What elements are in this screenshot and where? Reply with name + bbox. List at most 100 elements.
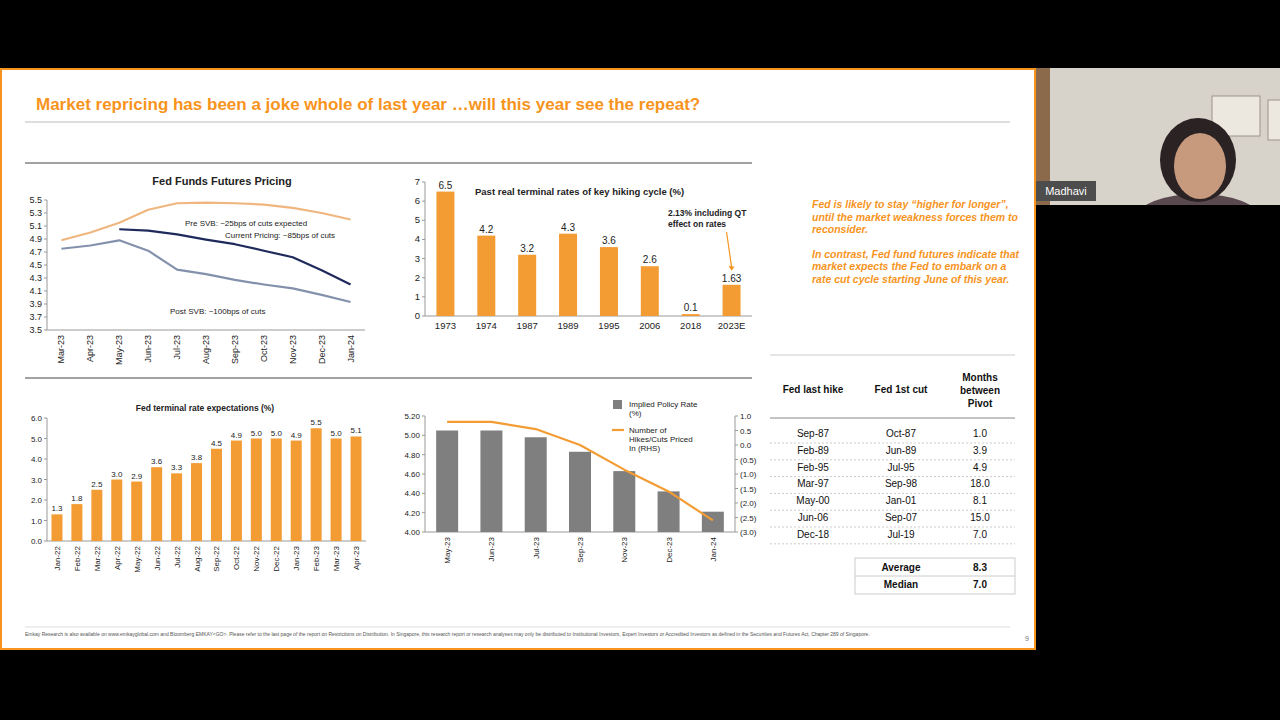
- chart: Fed Funds Futures Pricing3.53.73.94.14.3…: [29, 175, 365, 365]
- y-tick-label: 4.5: [29, 260, 42, 270]
- summary-label: Median: [884, 579, 918, 590]
- table-cell: Jul-95: [887, 462, 915, 473]
- webcam-background: [1036, 68, 1280, 205]
- y-tick: [44, 291, 47, 292]
- y-tick: [422, 220, 425, 221]
- legend-swatch: [612, 429, 624, 431]
- y-tick: [422, 316, 425, 317]
- chart-title: Fed terminal rate expectations (%): [136, 403, 275, 413]
- annotation-arrowhead: [729, 266, 735, 271]
- data-label: 5.0: [251, 429, 263, 438]
- table-cell: 3.9: [973, 445, 987, 456]
- table-cell: Feb-95: [797, 462, 829, 473]
- x-tick-label: Mar-23: [56, 335, 66, 364]
- x-tick-label: Oct-22: [232, 545, 241, 570]
- x-axis: [425, 316, 752, 317]
- x-tick-label: Dec-23: [317, 335, 327, 364]
- text-line: Hikes/Cuts Priced: [629, 435, 693, 444]
- table-cell: Sep-87: [797, 428, 830, 439]
- data-label: 4.2: [479, 224, 493, 235]
- data-label: 2.9: [131, 472, 143, 481]
- y-tick-label: 4.9: [29, 234, 42, 244]
- x-tick-label: Jan-22: [53, 545, 62, 570]
- y-tick: [44, 252, 47, 253]
- x-tick-label: Jan-24: [346, 335, 356, 363]
- x-tick-label: 1995: [598, 320, 619, 331]
- x-tick-label: Nov-23: [620, 536, 629, 562]
- chart-title: Past real terminal rates of key hiking c…: [475, 186, 684, 197]
- table-cell: Mar-97: [797, 478, 829, 489]
- y-tick-label: 1: [415, 291, 420, 302]
- x-tick-label: Oct-23: [259, 335, 269, 362]
- data-label: 3.3: [171, 463, 183, 472]
- data-label: 6.5: [438, 180, 452, 191]
- x-tick-label: Dec-22: [272, 545, 281, 571]
- y-tick: [44, 239, 47, 240]
- y2-tick: [735, 416, 738, 417]
- x-tick-label: Apr-23: [352, 545, 361, 570]
- y-tick-label: 4: [415, 233, 420, 244]
- data-label: 4.9: [291, 431, 303, 440]
- chart-title: Fed Funds Futures Pricing: [152, 175, 291, 187]
- data-label: 3.6: [602, 235, 616, 246]
- y2-tick-label: (1.0): [740, 470, 757, 479]
- table-cell: 1.0: [973, 428, 987, 439]
- x-tick-label: Jul-22: [173, 545, 182, 567]
- bar: [271, 439, 282, 542]
- legend-swatch: [613, 400, 622, 409]
- footnote: Emkay Research is also available on www.…: [25, 631, 870, 637]
- note: Fed is likely to stay “higher for longer…: [812, 198, 1019, 235]
- section-rule: [25, 163, 752, 164]
- data-label: 2.6: [643, 254, 657, 265]
- x-tick-label: 1989: [557, 320, 578, 331]
- bar: [51, 514, 62, 541]
- y-tick: [422, 435, 425, 436]
- bar: [291, 441, 302, 541]
- x-tick-label: May-23: [114, 335, 124, 365]
- y-tick-label: 4.80: [404, 451, 420, 460]
- slide-title: Market repricing has been a joke whole o…: [36, 95, 700, 114]
- data-label: 1.63: [722, 273, 742, 284]
- x-tick-label: Aug-22: [193, 545, 202, 571]
- y2-tick: [735, 532, 738, 533]
- y-tick-label: 5.20: [404, 412, 420, 421]
- y-tick: [44, 500, 47, 501]
- y-tick-label: 2: [415, 272, 420, 283]
- y2-tick: [735, 430, 738, 431]
- table-rule: [770, 476, 1015, 477]
- bar: [436, 192, 454, 316]
- data-label: 0.1: [684, 302, 698, 313]
- text-line: Months: [962, 372, 998, 383]
- text-line: market expects the Fed to embark on a: [812, 260, 1006, 272]
- text-line: In (RHS): [629, 444, 660, 453]
- y-tick-label: 3.9: [29, 299, 42, 309]
- legend-label: Number ofHikes/Cuts PricedIn (RHS): [629, 426, 693, 453]
- legend-label: Implied Policy Rate(%): [629, 400, 698, 418]
- section-rule: [25, 378, 752, 379]
- text-line: effect on rates: [668, 219, 726, 229]
- y-tick: [44, 278, 47, 279]
- y-tick: [422, 239, 425, 240]
- bar: [641, 266, 659, 316]
- y-tick: [422, 258, 425, 259]
- data-label: 5.0: [331, 429, 343, 438]
- x-tick-label: 1973: [435, 320, 456, 331]
- data-label: 5.1: [350, 426, 362, 435]
- x-tick-label: Jun-23: [143, 335, 153, 363]
- y2-tick-label: (1.5): [740, 485, 757, 494]
- y-tick-label: 2.0: [31, 496, 43, 505]
- data-label: 4.3: [561, 222, 575, 233]
- y2-tick-label: (0.5): [740, 456, 757, 465]
- y-tick: [44, 479, 47, 480]
- text-line: (%): [629, 409, 642, 418]
- series-label: Current Pricing: ~85bps of cuts: [225, 231, 335, 240]
- bar: [682, 314, 700, 316]
- table-header: Fed last hike: [783, 384, 844, 395]
- table-cell: 8.1: [973, 495, 987, 506]
- y-tick-label: 5.3: [29, 208, 42, 218]
- bar: [477, 236, 495, 316]
- bar: [525, 437, 547, 532]
- y-tick: [422, 416, 425, 417]
- data-label: 5.5: [311, 418, 323, 427]
- x-tick-label: Mar-23: [332, 545, 341, 571]
